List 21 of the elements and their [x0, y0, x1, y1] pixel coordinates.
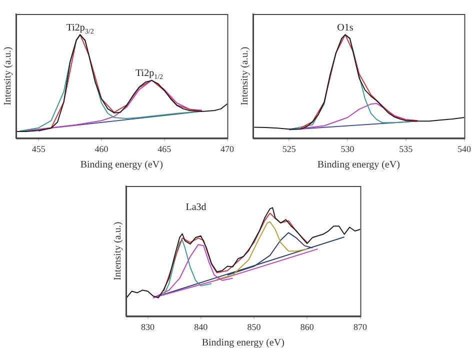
x-axis-title: Binding energy (eV) [80, 160, 163, 171]
x-tick-label: 850 [247, 322, 262, 332]
x-tick-label: 465 [158, 144, 172, 154]
y-axis-title: Intensity (a.u.) [112, 222, 124, 280]
x-tick-label: 470 [220, 144, 234, 154]
y-axis-title: Intensity (a.u.) [2, 46, 14, 106]
annotation: La3d [186, 202, 206, 213]
x-tick-label: 840 [194, 322, 208, 332]
x-tick-label: 535 [399, 144, 414, 154]
y-axis-title: Intensity (a.u.) [240, 46, 251, 106]
x-tick-label: 870 [354, 322, 368, 332]
x-axis-title: Binding energy (eV) [317, 160, 400, 171]
annotation: O1s [337, 22, 354, 34]
x-tick-label: 530 [340, 144, 355, 154]
x-axis-title: Binding energy (eV) [202, 338, 284, 349]
x-tick-label: 860 [300, 322, 314, 332]
x-tick-label: 525 [282, 144, 296, 154]
x-tick-label: 455 [32, 144, 46, 154]
x-tick-label: 830 [141, 322, 156, 332]
x-tick-label: 540 [458, 144, 472, 154]
x-tick-label: 460 [94, 144, 109, 154]
